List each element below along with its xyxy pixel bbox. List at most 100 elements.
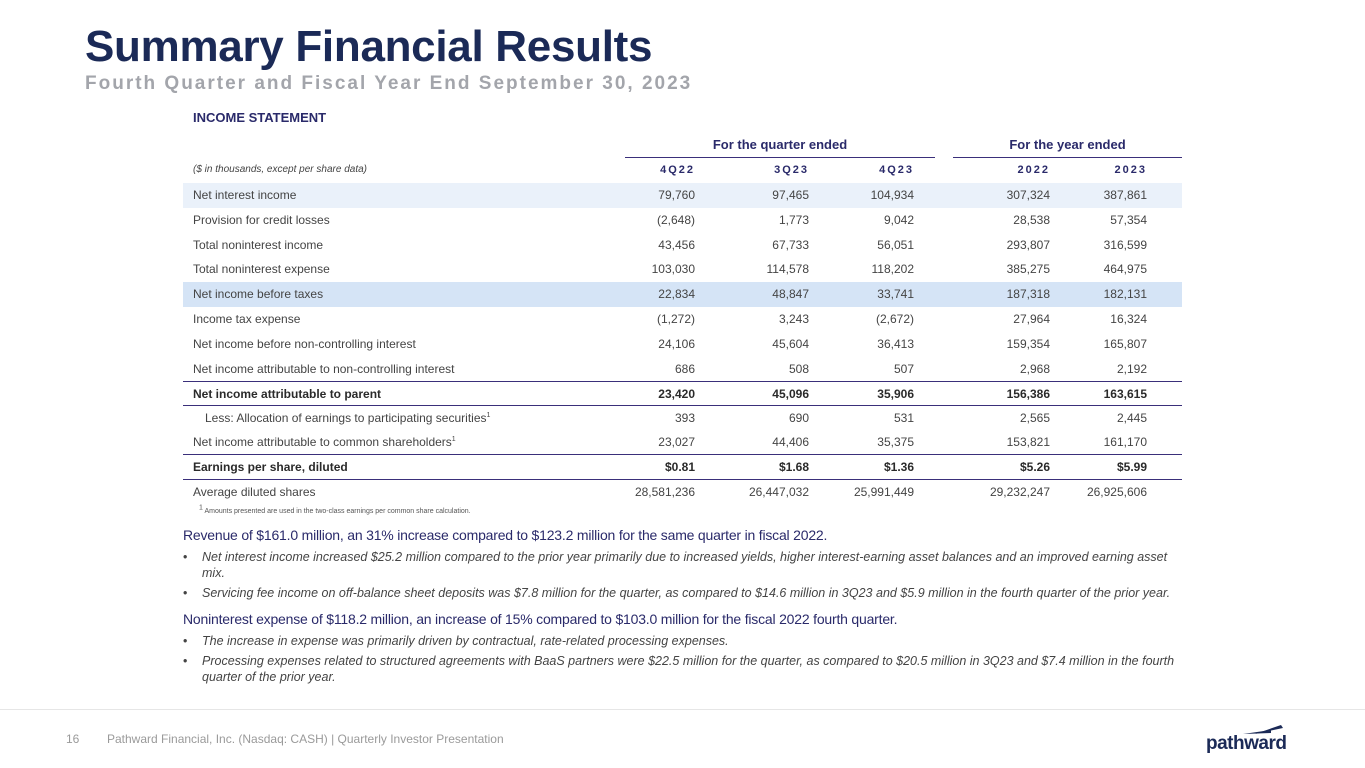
table-cell: 79,760 xyxy=(658,188,695,202)
column-header: 4Q23 xyxy=(879,164,914,176)
footer-divider xyxy=(0,709,1365,710)
table-row: Net income attributable to common shareh… xyxy=(183,430,1182,455)
table-cell: 3,243 xyxy=(778,312,809,326)
table-row: Net income before taxes 22,834 48,847 33… xyxy=(183,282,1182,307)
commentary: Revenue of $161.0 million, an 31% increa… xyxy=(183,527,1193,689)
table-row: Total noninterest expense 103,030 114,57… xyxy=(183,257,1182,282)
table-cell: 35,375 xyxy=(877,435,914,450)
row-label: Net income attributable to common shareh… xyxy=(193,435,456,450)
list-item: • Net interest income increased $25.2 mil… xyxy=(183,550,1168,580)
table-cell: 1,773 xyxy=(778,212,809,227)
table-cell: $5.99 xyxy=(1116,460,1147,475)
table-cell: 153,821 xyxy=(1006,435,1050,450)
row-label: Earnings per share, diluted xyxy=(193,460,348,475)
table-cell: 686 xyxy=(674,361,695,376)
table-cell: 29,232,247 xyxy=(989,485,1050,500)
table-cell: 33,741 xyxy=(877,287,914,302)
table-cell: 26,447,032 xyxy=(748,485,809,500)
table-cell: 67,733 xyxy=(772,237,809,252)
column-header: 4Q22 xyxy=(660,164,695,176)
table-cell: 690 xyxy=(788,411,809,426)
table-row: Net income attributable to parent 23,420… xyxy=(183,380,1182,407)
logo-wordmark: pathward xyxy=(1206,733,1287,754)
table-row: Net interest income 79,760 97,465 104,93… xyxy=(183,183,1182,208)
row-label: Total noninterest income xyxy=(193,237,324,252)
table-cell: 2,192 xyxy=(1116,361,1147,376)
page-subtitle: Fourth Quarter and Fiscal Year End Septe… xyxy=(85,73,693,94)
table-cell: 163,615 xyxy=(1103,386,1147,401)
table-cell: 43,456 xyxy=(658,237,695,252)
row-label: Net income attributable to parent xyxy=(193,386,382,401)
table-cell: 156,386 xyxy=(1006,386,1050,401)
bullet-icon: • xyxy=(183,634,188,648)
table-cell: 36,413 xyxy=(877,336,914,351)
table-row: Earnings per share, diluted $0.81 $1.68 … xyxy=(183,454,1182,480)
table-cell: 385,275 xyxy=(1006,262,1050,277)
year-group-header: For the year ended xyxy=(953,137,1182,158)
list-item: • Processing expenses related to structur… xyxy=(183,654,1175,684)
row-label: Less: Allocation of earnings to particip… xyxy=(205,411,491,426)
table-cell: 97,465 xyxy=(772,188,809,202)
table-cell: 507 xyxy=(893,361,914,376)
table-header-row: ($ in thousands, except per share data) … xyxy=(183,158,1182,183)
row-label: Net interest income xyxy=(193,188,297,202)
table-cell: 393 xyxy=(674,411,695,426)
table-row: Income tax expense (1,272) 3,243 (2,672)… xyxy=(183,307,1182,332)
table-cell: (2,648) xyxy=(656,212,695,227)
table-cell: 56,051 xyxy=(877,237,914,252)
table-cell: (2,672) xyxy=(875,312,914,326)
table-cell: $5.26 xyxy=(1019,460,1050,475)
table-cell: 27,964 xyxy=(1013,312,1050,326)
table-cell: 293,807 xyxy=(1006,237,1050,252)
table-cell: 23,420 xyxy=(658,386,695,401)
table-cell: 165,807 xyxy=(1103,336,1147,351)
table-cell: 24,106 xyxy=(658,336,695,351)
table-cell: 2,445 xyxy=(1116,411,1147,426)
row-label: Net income before taxes xyxy=(193,287,324,302)
logo-mark-icon xyxy=(1243,725,1283,734)
column-header: 2023 xyxy=(1114,164,1147,176)
footer-text: Pathward Financial, Inc. (Nasdaq: CASH) … xyxy=(107,732,504,746)
table-row: Less: Allocation of earnings to particip… xyxy=(183,405,1182,431)
table-cell: 45,096 xyxy=(772,386,809,401)
page-title: Summary Financial Results xyxy=(85,22,653,71)
table-cell: 114,578 xyxy=(766,262,810,277)
table-cell: 464,975 xyxy=(1103,262,1147,277)
revenue-heading: Revenue of $161.0 million, an 31% increa… xyxy=(183,527,828,543)
table-cell: 44,406 xyxy=(772,435,809,450)
table-cell: 161,170 xyxy=(1103,435,1147,450)
table-cell: 28,581,236 xyxy=(634,485,695,500)
list-item: • Servicing fee income on off-balance she… xyxy=(183,586,1171,600)
bullet-icon: • xyxy=(183,550,188,564)
table-row: Total noninterest income 43,456 67,733 5… xyxy=(183,233,1182,258)
table-cell: 531 xyxy=(893,411,914,426)
row-label: Provision for credit losses xyxy=(193,212,330,227)
pathward-logo: pathward xyxy=(1206,722,1296,758)
table-cell: 9,042 xyxy=(883,212,914,227)
row-label: Net income before non-controlling intere… xyxy=(193,336,416,351)
table-row: Provision for credit losses (2,648) 1,77… xyxy=(183,208,1182,233)
table-cell: 2,968 xyxy=(1019,361,1050,376)
table-cell: 104,934 xyxy=(870,188,914,202)
table-cell: $1.68 xyxy=(778,460,809,475)
table-cell: 387,861 xyxy=(1103,188,1147,202)
table-cell: 316,599 xyxy=(1103,237,1147,252)
table-footnote: 1 Amounts presented are used in the two-… xyxy=(199,504,471,515)
expense-heading: Noninterest expense of $118.2 million, a… xyxy=(183,611,898,627)
page-number: 16 xyxy=(66,732,80,746)
units-note: ($ in thousands, except per share data) xyxy=(193,164,367,175)
table-cell: 103,030 xyxy=(651,262,695,277)
table-cell: 48,847 xyxy=(772,287,809,302)
table-cell: (1,272) xyxy=(656,312,695,326)
table-cell: 508 xyxy=(788,361,809,376)
table-cell: 159,354 xyxy=(1006,336,1050,351)
table-cell: 16,324 xyxy=(1110,312,1147,326)
table-cell: 23,027 xyxy=(658,435,695,450)
table-cell: 307,324 xyxy=(1006,188,1050,202)
table-cell: 35,906 xyxy=(877,386,914,401)
table-cell: 57,354 xyxy=(1110,212,1147,227)
row-label: Net income attributable to non-controlli… xyxy=(193,361,455,376)
table-cell: 118,202 xyxy=(871,262,915,277)
table-cell: 22,834 xyxy=(658,287,695,302)
quarter-group-header: For the quarter ended xyxy=(625,137,935,158)
